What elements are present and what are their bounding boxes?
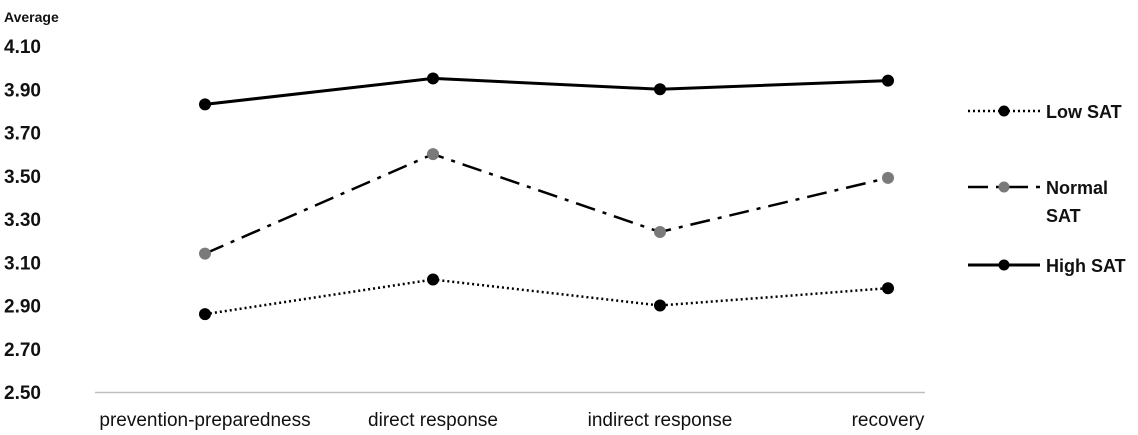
series-normal-sat xyxy=(199,148,894,260)
legend-label: High SAT xyxy=(1046,256,1126,276)
legend-item: Low SAT xyxy=(968,102,1122,122)
data-point xyxy=(654,299,666,312)
series-line xyxy=(204,76,889,106)
legend-item: Normal SAT xyxy=(968,178,1108,226)
series-line xyxy=(204,278,889,316)
data-point xyxy=(882,74,894,87)
data-point xyxy=(427,148,439,161)
y-tick-label: 2.70 xyxy=(4,340,41,361)
legend-label: Low SAT xyxy=(1046,102,1122,122)
data-point xyxy=(199,247,211,260)
x-tick-label: recovery xyxy=(852,410,925,431)
y-tick-label: 2.90 xyxy=(4,297,41,318)
series-lines xyxy=(199,72,894,321)
data-point xyxy=(882,171,894,184)
legend-marker xyxy=(998,105,1010,117)
y-tick-labels: 4.10 3.90 3.70 3.50 3.30 3.10 2.90 2.70 2.50 xyxy=(4,37,41,404)
y-tick-label: 3.30 xyxy=(4,210,41,231)
x-tick-label: direct response xyxy=(368,410,498,431)
legend-marker xyxy=(998,259,1010,271)
data-point xyxy=(427,273,439,286)
legend-label: Normal xyxy=(1046,178,1108,198)
data-point xyxy=(882,282,894,295)
x-tick-label: indirect response xyxy=(588,410,733,431)
y-tick-label: 4.10 xyxy=(4,37,41,58)
data-point xyxy=(199,308,211,321)
x-tick-labels: prevention-preparedness direct response in… xyxy=(99,410,925,431)
data-point xyxy=(654,83,666,96)
legend-label: SAT xyxy=(1046,206,1081,226)
y-tick-label: 3.90 xyxy=(4,80,41,101)
y-tick-label: 3.10 xyxy=(4,253,41,274)
data-point xyxy=(199,98,211,111)
y-tick-label: 2.50 xyxy=(4,383,41,404)
y-tick-label: 3.70 xyxy=(4,124,41,145)
data-point xyxy=(654,225,666,238)
x-tick-label: prevention-preparedness xyxy=(99,410,310,431)
y-tick-label: 3.50 xyxy=(4,167,41,188)
legend-marker xyxy=(998,181,1010,193)
y-axis-label: Average xyxy=(4,9,59,25)
series-line xyxy=(204,152,889,255)
legend: Low SAT Normal SAT High SAT xyxy=(968,102,1126,276)
legend-item: High SAT xyxy=(968,256,1126,276)
data-point xyxy=(427,72,439,85)
series-high-sat xyxy=(199,72,894,111)
series-low-sat xyxy=(199,273,894,321)
